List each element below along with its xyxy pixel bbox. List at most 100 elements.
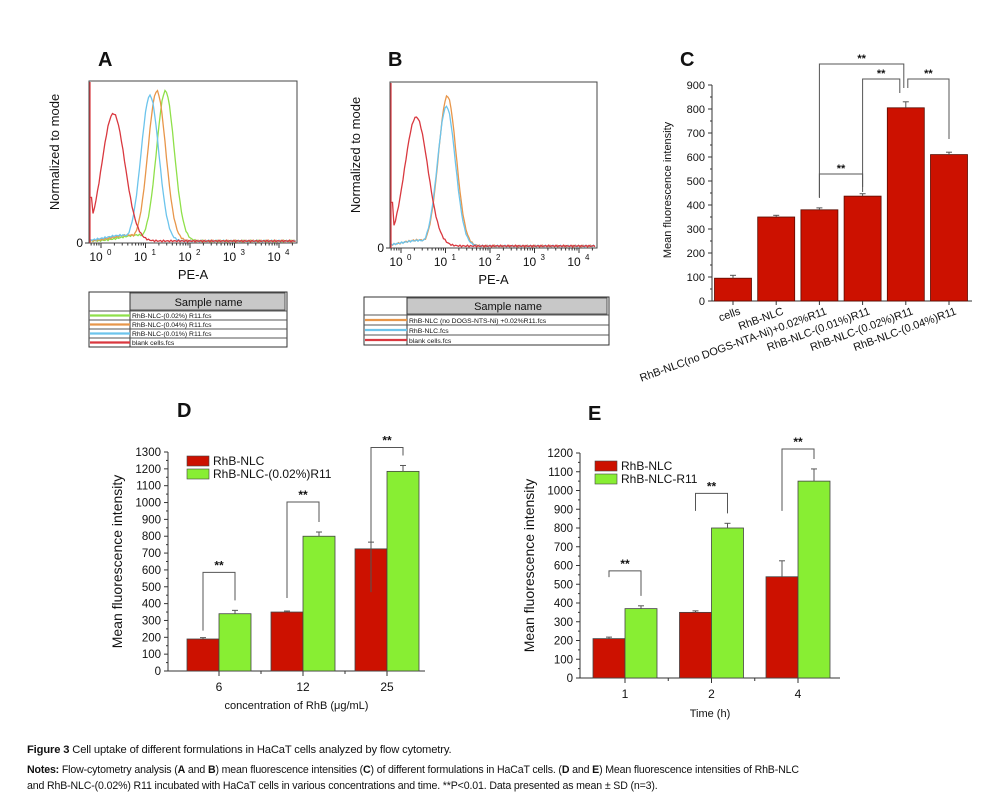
figure-title: Cell uptake of different formulations in…	[69, 744, 452, 756]
significance-label: **	[620, 557, 630, 571]
bar	[765, 576, 799, 679]
y-tick-label: 900	[687, 80, 705, 92]
y-tick-label: 700	[687, 128, 705, 140]
y-tick-label: 1200	[135, 464, 161, 476]
legend-header: Sample name	[175, 297, 243, 309]
significance-label: **	[382, 433, 392, 447]
y-tick-label: 1100	[136, 481, 161, 493]
x-axis-label: PE-A	[478, 272, 509, 287]
y-tick-label: 200	[142, 632, 161, 644]
notes-text: ) mean fluorescence intensities (	[215, 764, 364, 776]
legend-entry: RhB-NLC-(0.04%) R11.fcs	[132, 322, 212, 329]
notes-ref: A	[177, 764, 186, 776]
y-tick-label: 500	[142, 582, 161, 594]
x-tick-label: 10	[134, 250, 148, 264]
y-tick-label: 600	[687, 152, 705, 164]
significance-bracket	[781, 448, 815, 511]
bar	[624, 608, 658, 679]
x-tick-exponent: 1	[152, 248, 157, 257]
histogram-curve	[391, 116, 596, 248]
x-tick-label: 12	[296, 680, 310, 694]
legend-swatch	[594, 473, 618, 485]
bar	[711, 527, 744, 679]
y-tick-label: 1100	[548, 467, 573, 479]
y-tick-label: 600	[142, 565, 161, 577]
legend-entry: blank cells.fcs	[409, 338, 452, 345]
y-tick-label: 400	[142, 599, 161, 611]
x-tick-label: 10	[267, 250, 281, 264]
significance-bracket	[907, 78, 950, 139]
significance-bracket	[608, 570, 642, 596]
plot-frame	[389, 81, 598, 249]
notes-ref: E	[592, 764, 600, 776]
y-tick-label: 500	[554, 579, 573, 591]
panel-label: C	[680, 49, 694, 71]
significance-label: **	[793, 435, 803, 449]
x-tick-label: 10	[178, 250, 192, 264]
y-tick-label: 900	[142, 514, 161, 526]
figure-notes-line1: Notes: Flow-cytometry analysis (A and B)…	[27, 764, 799, 776]
x-axis-label: concentration of RhB (μg/mL)	[225, 700, 369, 712]
panel-label: A	[98, 49, 112, 71]
y-tick-label: 1000	[547, 486, 573, 498]
significance-bracket	[370, 446, 404, 593]
y-axis-label: Normalized to mode	[47, 94, 62, 210]
legend-entry: RhB-NLC-(0.01%) R11.fcs	[132, 331, 212, 338]
bar	[797, 480, 831, 679]
y-tick-label: 300	[554, 617, 573, 629]
y-tick-label: 0	[567, 673, 573, 685]
significance-label: **	[837, 163, 846, 175]
bar	[800, 209, 839, 302]
y-axis-label: Mean fluorescence intensity	[109, 475, 125, 649]
notes-ref: B	[207, 764, 216, 776]
legend-entry: RhB-NLC-R11	[621, 472, 698, 486]
y-tick-label: 500	[687, 176, 705, 188]
significance-bracket	[695, 492, 728, 514]
notes-text: Flow-cytometry analysis (	[59, 764, 178, 776]
x-tick-label: 10	[89, 250, 103, 264]
y-tick-label: 1200	[547, 448, 573, 460]
histogram-curve	[89, 89, 296, 243]
y-tick-label: 300	[142, 615, 161, 627]
legend-swatch	[594, 460, 618, 472]
bar	[302, 535, 336, 672]
significance-label: **	[298, 488, 308, 502]
x-tick-label: 4	[795, 687, 802, 701]
bar	[679, 611, 712, 679]
notes-text: ) Mean fluorescence intensities of RhB-N…	[599, 764, 799, 776]
legend-entry: RhB-NLC (no DOGS-NTS-Ni) +0.02%R11.fcs	[409, 318, 547, 325]
y-tick-label: 200	[687, 248, 705, 260]
x-tick-exponent: 4	[285, 248, 290, 257]
panel-label: D	[177, 400, 191, 422]
bar	[386, 470, 420, 672]
y-tick-label: 600	[554, 561, 573, 573]
legend-header: Sample name	[474, 301, 542, 313]
y-tick-label: 0	[76, 236, 83, 250]
y-axis-label: Mean fluorescence intensity	[662, 121, 674, 258]
y-tick-label: 700	[142, 548, 161, 560]
notes-label: Notes:	[27, 764, 60, 776]
x-tick-label: 6	[216, 680, 223, 694]
bar	[843, 195, 882, 302]
significance-label: **	[707, 479, 717, 493]
y-tick-label: 100	[142, 649, 161, 661]
x-tick-exponent: 3	[541, 253, 546, 262]
notes-text: and	[185, 764, 208, 776]
legend-entry: RhB-NLC-(0.02%)R11	[213, 467, 332, 481]
x-tick-exponent: 1	[452, 253, 457, 262]
y-tick-label: 100	[687, 272, 705, 284]
x-tick-label: 10	[434, 255, 448, 269]
histogram-curve	[390, 105, 596, 248]
x-tick-label: 1	[622, 687, 629, 701]
x-tick-exponent: 0	[407, 253, 412, 262]
significance-label: **	[857, 53, 866, 65]
y-tick-label: 800	[142, 531, 161, 543]
significance-bracket	[862, 78, 901, 187]
x-tick-label: 10	[523, 255, 537, 269]
x-tick-label: 2	[708, 687, 715, 701]
bar	[270, 611, 304, 672]
histogram-curve	[90, 112, 296, 243]
significance-label: **	[214, 558, 224, 572]
x-tick-exponent: 3	[241, 248, 246, 257]
